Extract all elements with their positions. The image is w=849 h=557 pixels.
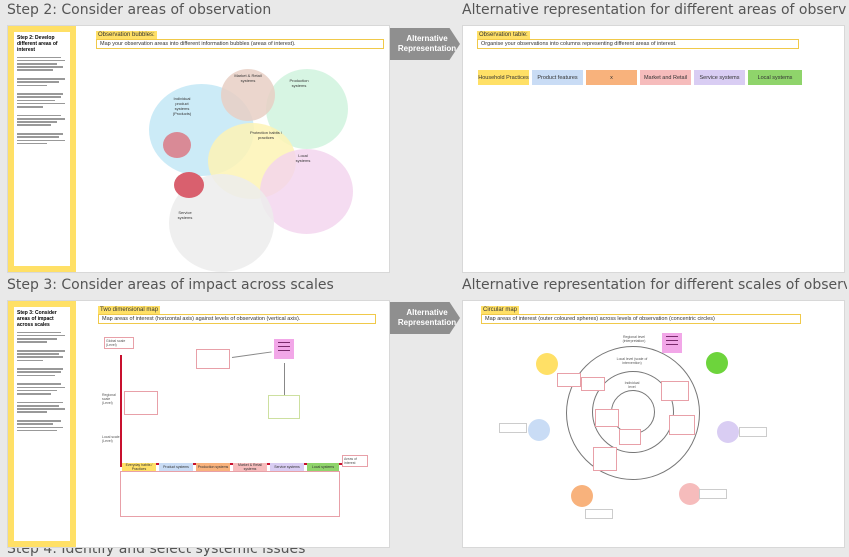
note-box[interactable] xyxy=(268,395,300,419)
note-box[interactable] xyxy=(699,489,727,499)
arrow-label: Alternative Representation xyxy=(397,308,457,327)
alt3-heading: Alternative representation for different… xyxy=(462,277,847,293)
connector-line xyxy=(284,363,285,395)
sticky-note[interactable] xyxy=(662,333,682,353)
ring-label-regional: Regional level (interpretation) xyxy=(622,335,646,343)
column-everyday-habits[interactable]: Everyday habits / Practices xyxy=(122,463,156,471)
bubble-small-red[interactable] xyxy=(163,132,191,158)
column-service-systems[interactable]: Service systems xyxy=(270,463,304,471)
sphere-pink[interactable] xyxy=(679,483,701,505)
alt2-heading: Alternative representation for different… xyxy=(462,2,847,18)
bubble-local[interactable] xyxy=(260,149,353,234)
column-market-retail[interactable]: Market & Retail systems xyxy=(233,463,267,471)
sidebar-title: Step 2: Develop different areas of inter… xyxy=(17,35,58,53)
alt3-frame[interactable]: Circular map Map areas of interest (oute… xyxy=(462,300,845,548)
column-product-features[interactable]: Product features xyxy=(532,70,583,85)
note-box[interactable] xyxy=(585,509,613,519)
y-label-regional: Regional scale (Level) xyxy=(102,393,116,405)
note-box[interactable] xyxy=(595,409,619,427)
ring-label-individual: Individual level xyxy=(624,381,640,389)
step2-heading: Step 2: Consider areas of observation xyxy=(7,2,272,18)
bubble-small-red[interactable] xyxy=(174,172,204,198)
middle-ring xyxy=(592,371,674,453)
column-production-systems[interactable]: Production systems xyxy=(196,463,230,471)
note-box[interactable] xyxy=(557,373,581,387)
note-box[interactable] xyxy=(120,471,340,517)
instruction-box: Map areas of interest (horizontal axis) … xyxy=(98,314,376,324)
alt2-frame[interactable]: Observation table: Organise your observa… xyxy=(462,25,845,273)
ring-label-local: Local level (scale of intervention) xyxy=(616,357,648,365)
step2-instruction-card: Step 2: Develop different areas of inter… xyxy=(14,32,70,266)
note-box[interactable] xyxy=(669,415,695,435)
bubble-label: Protection habits / practices xyxy=(249,130,283,140)
circular-map-tag: Circular map xyxy=(481,306,520,314)
note-box[interactable] xyxy=(619,429,641,445)
sphere-lavender[interactable] xyxy=(717,421,739,443)
column-local-systems[interactable]: Local systems xyxy=(307,463,339,471)
note-box[interactable] xyxy=(581,377,605,391)
column-service-systems[interactable]: Service systems xyxy=(694,70,745,85)
observation-columns: Household Practices Product features x M… xyxy=(478,70,802,85)
y-label-local: Local scale (Level) xyxy=(102,435,120,443)
step3-sidebar: Step 3: Consider areas of impact across … xyxy=(8,301,76,547)
arrow-label: Alternative Representation xyxy=(397,34,457,53)
bubble-label: Market & Retail systems xyxy=(234,73,262,83)
note-box[interactable] xyxy=(593,447,617,471)
observation-table-tag: Observation table: xyxy=(477,31,530,39)
sphere-orange[interactable] xyxy=(571,485,593,507)
note-box[interactable] xyxy=(196,349,230,369)
bubble-label: Service systems xyxy=(177,210,193,220)
instruction-box: Map areas of interest (outer coloured sp… xyxy=(481,314,801,324)
x-axis xyxy=(120,463,342,465)
note-box[interactable] xyxy=(124,391,158,415)
sphere-blue[interactable] xyxy=(528,419,550,441)
step3-frame[interactable]: Step 3: Consider areas of impact across … xyxy=(7,300,390,548)
bubble-label: Production systems xyxy=(289,78,309,88)
instruction-box: Map your observation areas into differen… xyxy=(96,39,384,49)
connector-line xyxy=(231,351,272,358)
x-end-label: Areas of interest xyxy=(342,455,368,467)
y-label-global: Global scale (Level) xyxy=(104,337,134,349)
column-local-systems[interactable]: Local systems xyxy=(748,70,802,85)
note-box[interactable] xyxy=(739,427,767,437)
sidebar-title: Step 3: Consider areas of impact across … xyxy=(17,310,57,328)
sphere-green[interactable] xyxy=(706,352,728,374)
two-dimensional-map-tag: Two dimensional map xyxy=(98,306,161,314)
step3-heading: Step 3: Consider areas of impact across … xyxy=(7,277,334,293)
step2-frame[interactable]: Step 2: Develop different areas of inter… xyxy=(7,25,390,273)
alternative-representation-arrow[interactable]: Alternative Representation xyxy=(390,302,460,334)
y-axis xyxy=(120,355,122,467)
alternative-representation-arrow[interactable]: Alternative Representation xyxy=(390,28,460,60)
step2-sidebar: Step 2: Develop different areas of inter… xyxy=(8,26,76,272)
sticky-note[interactable] xyxy=(274,339,294,359)
instruction-box: Organise your observations into columns … xyxy=(477,39,799,49)
note-box[interactable] xyxy=(661,381,689,401)
bubble-market-retail[interactable] xyxy=(221,69,275,121)
step3-instruction-card: Step 3: Consider areas of impact across … xyxy=(14,307,70,541)
sphere-yellow[interactable] xyxy=(536,353,558,375)
column-product-systems[interactable]: Product systems xyxy=(159,463,193,471)
observation-bubbles-tag: Observation bubbles: xyxy=(96,31,157,39)
outer-ring xyxy=(566,346,700,480)
bubble-label: Local systems xyxy=(295,153,311,163)
column-household-practices[interactable]: Household Practices xyxy=(478,70,529,85)
column-x[interactable]: x xyxy=(586,70,637,85)
note-box[interactable] xyxy=(499,423,527,433)
column-market-retail[interactable]: Market and Retail xyxy=(640,70,691,85)
bubble-label: Individual product systems (Products) xyxy=(172,96,192,116)
